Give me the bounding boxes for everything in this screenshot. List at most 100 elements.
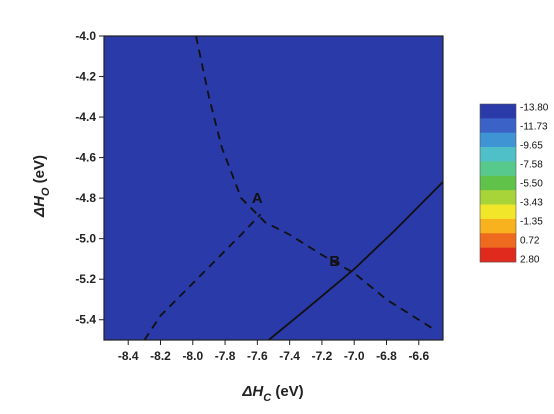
y-tick-label: -4.2 xyxy=(75,70,96,84)
heatmap-cell xyxy=(205,218,240,250)
point-label-a: A xyxy=(252,190,263,207)
colorbar-label: 2.80 xyxy=(520,255,540,266)
heatmap-cell xyxy=(171,188,207,219)
heatmap-cell xyxy=(409,218,443,250)
heatmap-cell xyxy=(239,309,274,340)
heatmap-cell xyxy=(137,188,173,219)
heatmap-cell xyxy=(239,66,274,98)
colorbar-label: -9.65 xyxy=(520,141,543,152)
heatmap-cell xyxy=(205,279,240,310)
y-tick-label: -5.2 xyxy=(75,272,96,286)
heatmap-cell xyxy=(104,127,139,158)
heatmap-cell xyxy=(307,127,342,158)
heatmap-cell xyxy=(137,36,173,67)
colorbar-swatch xyxy=(480,247,516,263)
heatmap-cell xyxy=(375,309,410,340)
heatmap-cell xyxy=(104,36,139,67)
heatmap-cells xyxy=(104,36,443,340)
heatmap-cell xyxy=(307,218,342,250)
heatmap-cell xyxy=(341,188,376,219)
heatmap-cell xyxy=(273,96,308,128)
heatmap-cell xyxy=(409,127,443,158)
y-tick-label: -5.4 xyxy=(75,313,96,327)
x-tick-label: -7.4 xyxy=(279,349,300,363)
x-tick-label: -6.6 xyxy=(408,349,429,363)
heatmap-cell xyxy=(171,36,207,67)
colorbar-label: 0.72 xyxy=(520,236,540,247)
heatmap-cell xyxy=(239,218,274,250)
heatmap-cell xyxy=(409,66,443,98)
heatmap-cell xyxy=(104,157,139,189)
heatmap-cell xyxy=(171,218,207,250)
heatmap-cell xyxy=(341,157,376,189)
heatmap-cell xyxy=(104,248,139,280)
colorbar-swatch xyxy=(480,190,516,205)
heatmap-cell xyxy=(239,279,274,310)
colorbar-swatch xyxy=(480,132,516,148)
heatmap-cell xyxy=(104,218,139,250)
x-axis-label: ΔHC (eV) xyxy=(241,383,303,404)
colorbar-frame xyxy=(479,103,517,263)
heatmap-cell xyxy=(341,96,376,128)
heatmap-cell xyxy=(375,248,410,280)
heatmap-cell xyxy=(375,157,410,189)
heatmap-cell xyxy=(273,279,308,310)
heatmap-cell xyxy=(273,248,308,280)
colorbar-label: -5.50 xyxy=(520,179,543,190)
colorbar-label: -7.58 xyxy=(520,160,543,171)
heatmap-cell xyxy=(104,279,139,310)
point-label-b: B xyxy=(329,253,340,270)
heatmap-cell xyxy=(409,188,443,219)
y-tick-label: -5.0 xyxy=(75,232,96,246)
heatmap-cell xyxy=(239,157,274,189)
dashed-boundary-line xyxy=(195,36,436,331)
heatmap-cell xyxy=(104,66,139,98)
heatmap-cell xyxy=(273,66,308,98)
heatmap-cell xyxy=(171,279,207,310)
heatmap-cell xyxy=(239,36,274,67)
x-tick-label: -7.8 xyxy=(215,349,236,363)
heatmap-cell xyxy=(273,309,308,340)
heatmap-cell xyxy=(273,188,308,219)
heatmap-cell xyxy=(409,96,443,128)
x-tick-label: -7.6 xyxy=(247,349,268,363)
heatmap-cell xyxy=(205,36,240,67)
y-tick-label: -4.8 xyxy=(75,191,96,205)
heatmap-cell xyxy=(205,157,240,189)
y-tick-label: -4.4 xyxy=(75,110,96,124)
heatmap-cell xyxy=(205,66,240,98)
heatmap-cell xyxy=(307,66,342,98)
x-tick-label: -7.0 xyxy=(344,349,365,363)
x-tick-label: -8.4 xyxy=(118,349,139,363)
heatmap-cell xyxy=(307,248,342,280)
x-axis-ticks: -8.4 -8.2 -8.0 -7.8 -7.6 -7.4 -7.2 -7.0 -6.8 -6.6 xyxy=(118,340,429,363)
heatmap-cell xyxy=(307,96,342,128)
heatmap-cell xyxy=(409,36,443,67)
heatmap-cell xyxy=(409,279,443,310)
heatmap-cell xyxy=(273,157,308,189)
heatmap-cell xyxy=(341,279,376,310)
heatmap-cell xyxy=(239,96,274,128)
colorbar-swatch xyxy=(480,104,516,119)
colorbar-label: -3.43 xyxy=(520,198,543,209)
heatmap-cell xyxy=(341,66,376,98)
heatmap-cell xyxy=(307,309,342,340)
heatmap-cell xyxy=(341,218,376,250)
boundary-lines xyxy=(143,36,443,340)
colorbar: -13.80 -11.73 -9.65 -7.58 -5.50 -3.43 -1.35 0.7… xyxy=(479,103,549,266)
heatmap-cell xyxy=(171,66,207,98)
solid-boundary-line xyxy=(268,181,443,340)
heatmap-cell xyxy=(307,157,342,189)
heatmap-cell xyxy=(104,188,139,219)
colorbar-swatch xyxy=(480,118,516,134)
x-tick-label: -8.2 xyxy=(150,349,171,363)
heatmap-cell xyxy=(307,36,342,67)
heatmap-cell xyxy=(104,96,139,128)
heatmap-cell xyxy=(273,218,308,250)
heatmap-cell xyxy=(341,309,376,340)
colorbar-label: -11.73 xyxy=(520,122,548,133)
heatmap-cell xyxy=(273,127,308,158)
colorbar-label: -13.80 xyxy=(520,103,549,114)
heatmap-cell xyxy=(205,188,240,219)
